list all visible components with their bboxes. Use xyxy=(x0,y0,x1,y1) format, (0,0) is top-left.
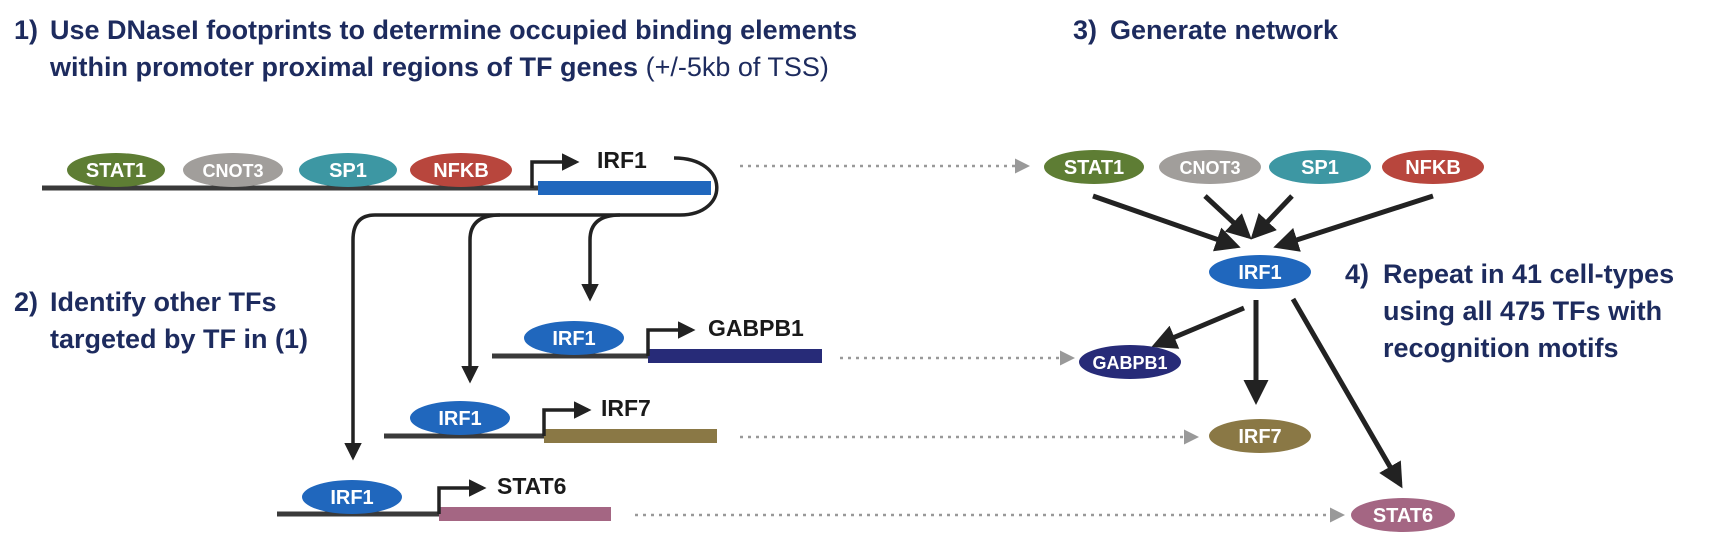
network-irf7-label: IRF7 xyxy=(1238,426,1281,448)
step3-line1: Generate network xyxy=(1110,15,1339,45)
irf1-tss-arrow xyxy=(530,153,580,188)
step1-line2-main: within promoter proximal regions of TF g… xyxy=(49,52,638,82)
network-gabpb1-label: GABPB1 xyxy=(1092,353,1167,373)
network-stat1-node xyxy=(1044,150,1144,184)
stat1-to-irf1-network-edge xyxy=(1092,193,1241,252)
stat6-locus-irf1-oval xyxy=(302,480,402,514)
network-cnot3-label: CNOT3 xyxy=(1179,158,1240,178)
sp1-to-irf1-network-edge xyxy=(1250,194,1294,240)
network-gabpb1-node xyxy=(1079,345,1181,379)
stat6-gene-label: STAT6 xyxy=(497,473,566,499)
step1-line1: Use DNaseI footprints to determine occup… xyxy=(50,15,857,45)
step1-note: (+/-5kb of TSS) xyxy=(646,52,829,82)
nfkb-tf-oval xyxy=(410,153,512,187)
nfkb-to-irf1-network-edge xyxy=(1273,193,1434,252)
irf1-to-irf7-branch-arrow xyxy=(461,213,501,384)
gabpb1-tss-arrow xyxy=(646,321,696,356)
irf7-locus-irf1-label: IRF1 xyxy=(438,408,481,430)
irf1-gene-body xyxy=(538,181,711,195)
step2-line2: targeted by TF in (1) xyxy=(50,324,308,354)
step4-line2: using all 475 TFs with xyxy=(1383,296,1662,326)
network-nfkb-label: NFKB xyxy=(1405,157,1461,179)
irf1-to-stat6-network-edge xyxy=(1290,297,1403,489)
irf7-locus-irf1-oval xyxy=(410,401,510,435)
stat1-tf-oval xyxy=(67,153,165,187)
network-irf7-node xyxy=(1209,419,1311,453)
step2-line1: Identify other TFs xyxy=(50,287,277,317)
network-irf1-label: IRF1 xyxy=(1238,262,1281,284)
network-cnot3-node xyxy=(1159,150,1261,184)
step1-number: 1) xyxy=(14,15,38,45)
nfkb-tf-label: NFKB xyxy=(433,160,489,182)
network-sp1-node xyxy=(1269,150,1371,184)
irf7-gene-body xyxy=(544,429,717,443)
cnot3-to-irf1-network-edge xyxy=(1203,194,1252,240)
step4-line1: Repeat in 41 cell-types xyxy=(1383,259,1674,289)
gabpb1-locus-irf1-label: IRF1 xyxy=(552,328,595,350)
network-nfkb-node xyxy=(1382,150,1484,184)
network-sp1-label: SP1 xyxy=(1301,157,1339,179)
gabpb1-locus-irf1-oval xyxy=(524,321,624,355)
sp1-tf-label: SP1 xyxy=(329,160,367,182)
network-irf1-node xyxy=(1209,255,1311,289)
network-stat6-node xyxy=(1351,498,1455,532)
cnot3-tf-oval xyxy=(183,153,283,187)
step4-number: 4) xyxy=(1345,259,1369,289)
stat6-locus-irf1-label: IRF1 xyxy=(330,487,373,509)
sp1-tf-oval xyxy=(299,153,397,187)
irf1-to-gabpb1-network-edge xyxy=(1151,305,1245,349)
irf7-tss-arrow xyxy=(542,401,592,436)
step3-number: 3) xyxy=(1073,15,1097,45)
step2-number: 2) xyxy=(14,287,38,317)
irf1-gene-label: IRF1 xyxy=(597,147,647,173)
irf7-gene-label: IRF7 xyxy=(601,395,651,421)
network-stat6-label: STAT6 xyxy=(1373,505,1433,527)
irf1-to-gabpb1-branch-arrow xyxy=(581,213,621,302)
network-stat1-label: STAT1 xyxy=(1064,157,1124,179)
step1-line2: within promoter proximal regions of TF g… xyxy=(49,52,829,82)
cnot3-tf-label: CNOT3 xyxy=(202,161,263,181)
gabpb1-gene-body xyxy=(648,349,822,363)
step4-line3: recognition motifs xyxy=(1383,333,1619,363)
gabpb1-gene-label: GABPB1 xyxy=(708,315,804,341)
stat6-tss-arrow xyxy=(437,479,487,514)
stat1-tf-label: STAT1 xyxy=(86,160,146,182)
irf1-to-stat6-branch-arrow xyxy=(344,156,719,461)
stat6-gene-body xyxy=(439,507,611,521)
